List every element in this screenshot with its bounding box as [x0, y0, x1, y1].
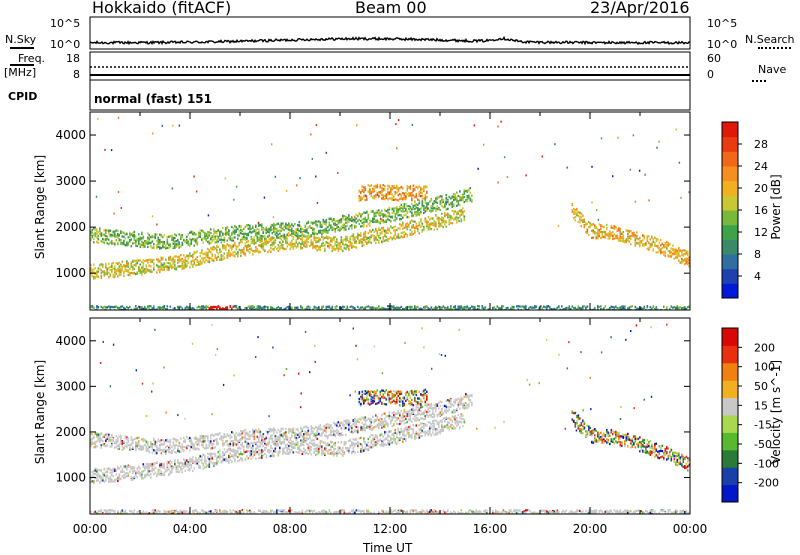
x-tick-label: 00:00	[73, 522, 108, 536]
cpid-panel-frame	[90, 80, 690, 110]
colorbar-tick-label: 50	[754, 380, 768, 393]
colorbar-tick-label: 100	[754, 361, 775, 374]
x-tick-label: 04:00	[173, 522, 208, 536]
colorbar-swatch	[722, 363, 738, 381]
colorbar-swatch	[722, 254, 738, 269]
colorbar-swatch	[722, 210, 738, 225]
colorbar-tick-label: -15	[754, 419, 772, 432]
colorbar-tick-label: -50	[754, 438, 772, 451]
colorbar-swatch	[722, 485, 738, 503]
colorbar-swatch	[722, 467, 738, 485]
colorbar-tick-label: 4	[754, 270, 761, 283]
velocity-scatter-layer	[90, 324, 692, 517]
colorbar-swatch	[722, 328, 738, 346]
colorbar-tick-label: 200	[754, 341, 775, 354]
power-scatter-layer	[90, 117, 692, 313]
colorbar-swatch	[722, 380, 738, 398]
colorbar-swatch	[722, 415, 738, 433]
y-tick-label: 2000	[55, 425, 86, 439]
colorbar-swatch	[722, 398, 738, 416]
colorbar-tick-label: 20	[754, 182, 768, 195]
colorbar-swatch	[722, 432, 738, 450]
y-tick-label: 1000	[55, 471, 86, 485]
colorbar-swatch	[722, 225, 738, 240]
colorbar-swatch	[722, 195, 738, 210]
colorbar-swatch	[722, 269, 738, 284]
colorbar-tick-label: 15	[754, 399, 768, 412]
nsky-trace	[90, 38, 690, 45]
colorbar-swatch	[722, 166, 738, 181]
x-tick-label: 16:00	[473, 522, 508, 536]
y-tick-label: 4000	[55, 334, 86, 348]
colorbar-swatch	[722, 181, 738, 196]
colorbar-swatch	[722, 450, 738, 468]
colorbar-swatch	[722, 122, 738, 137]
y-tick-label: 2000	[55, 220, 86, 234]
y-tick-label: 4000	[55, 128, 86, 142]
colorbar-tick-label: -200	[754, 477, 779, 490]
x-tick-label: 08:00	[273, 522, 308, 536]
colorbar-tick-label: 24	[754, 160, 768, 173]
x-tick-label: 00:00	[673, 522, 708, 536]
colorbar-swatch	[722, 137, 738, 152]
colorbar-tick-label: 12	[754, 226, 768, 239]
y-tick-label: 1000	[55, 266, 86, 280]
nsky-panel-frame	[90, 17, 690, 49]
colorbar-tick-label: -100	[754, 457, 779, 470]
y-tick-label: 3000	[55, 174, 86, 188]
colorbar-swatch	[722, 345, 738, 363]
colorbar-tick-label: 16	[754, 204, 768, 217]
colorbar-swatch	[722, 239, 738, 254]
colorbar-tick-label: 8	[754, 248, 761, 261]
y-tick-label: 3000	[55, 379, 86, 393]
x-tick-label: 20:00	[573, 522, 608, 536]
colorbar-swatch	[722, 283, 738, 298]
power-panel-frame	[90, 112, 690, 310]
x-tick-label: 12:00	[373, 522, 408, 536]
colorbar-tick-label: 28	[754, 138, 768, 151]
colorbar-swatch	[722, 151, 738, 166]
